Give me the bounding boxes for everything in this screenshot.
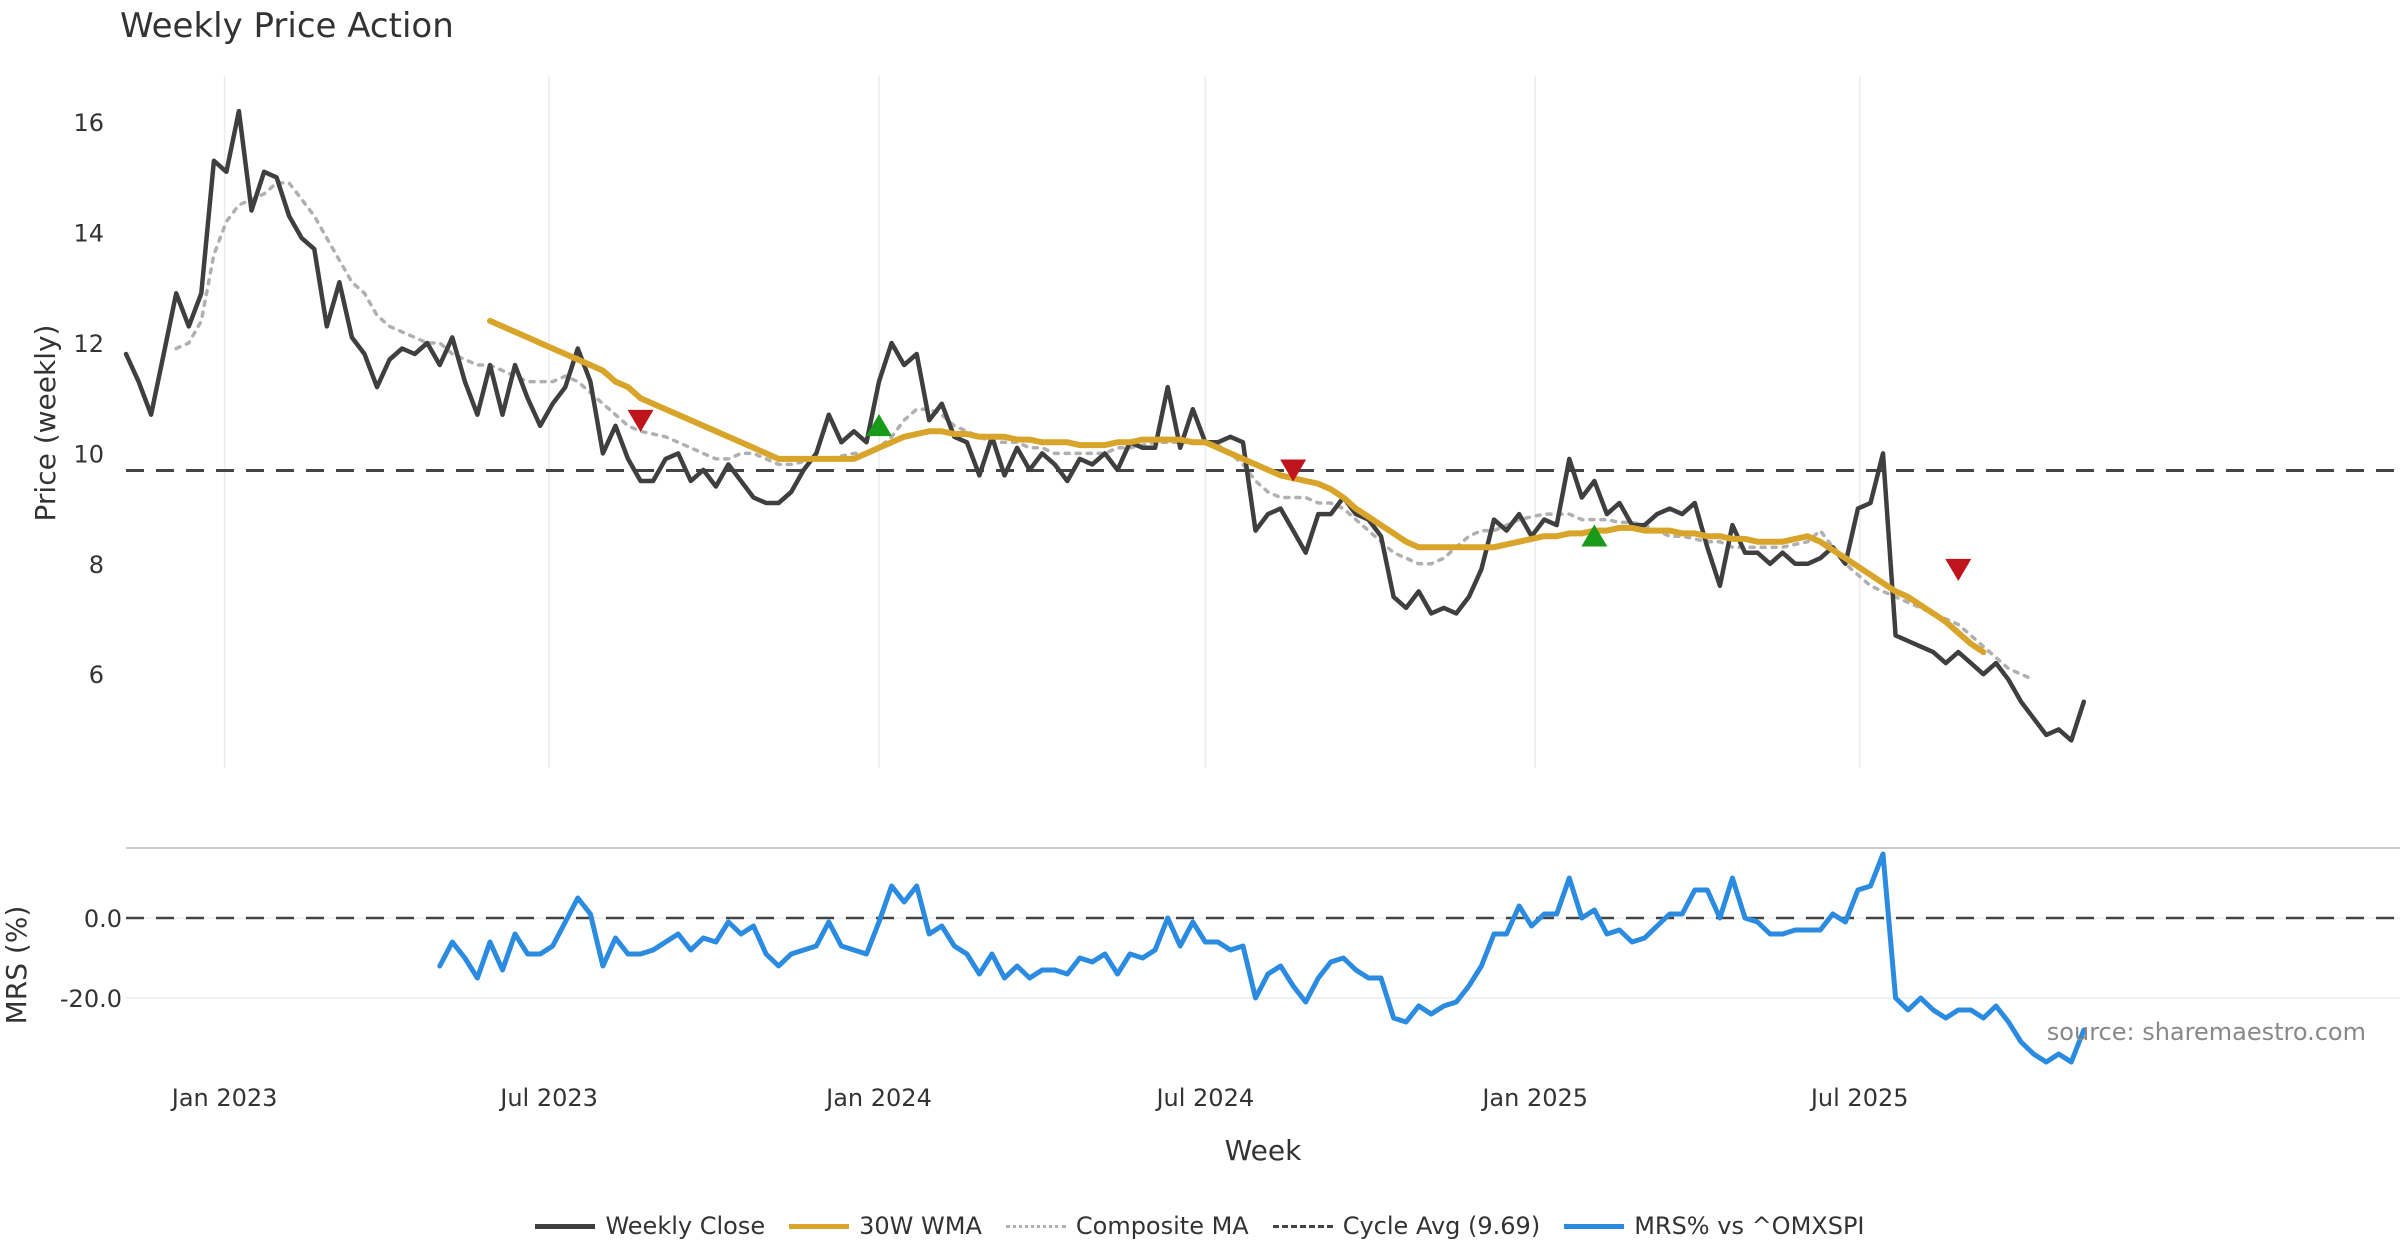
price-y-tick-label: 6 — [89, 661, 104, 689]
price-y-tick-label: 8 — [89, 551, 104, 579]
x-tick-label: Jul 2025 — [1809, 1084, 1909, 1112]
x-axis-label: Week — [1225, 1134, 1302, 1167]
x-tick-label: Jul 2023 — [498, 1084, 598, 1112]
buy-signal-marker — [1581, 524, 1608, 547]
sell-signal-marker — [1280, 459, 1307, 482]
buy-signal-marker — [866, 414, 892, 437]
legend-label: Weekly Close — [605, 1212, 766, 1240]
chart-legend: Weekly Close 30W WMA Composite MA Cycle Avg… — [0, 1212, 2400, 1240]
legend-label: Composite MA — [1075, 1212, 1249, 1240]
mrs-y-tick-label: -20.0 — [60, 985, 122, 1013]
legend-item: MRS% vs ^OMXSPI — [1564, 1212, 1865, 1240]
chart-title: Weekly Price Action — [120, 6, 454, 46]
weekly-close-series — [123, 108, 2087, 743]
sell-signal-marker — [1945, 558, 1972, 581]
sell-signal-marker — [627, 409, 654, 432]
legend-item: Weekly Close — [535, 1212, 765, 1240]
legend-swatch — [1272, 1224, 1333, 1228]
30w-wma-series — [487, 317, 1987, 656]
composite-ma-series — [174, 181, 2036, 682]
legend-item: Composite MA — [1005, 1212, 1249, 1240]
legend-item: 30W WMA — [789, 1212, 982, 1240]
mrs-y-axis-label: MRS (%) — [0, 906, 33, 1025]
mrs-series — [437, 851, 2087, 1065]
mrs-y-tick-label: 0.0 — [84, 905, 122, 933]
legend-label: Cycle Avg (9.69) — [1342, 1212, 1541, 1240]
x-tick-label: Jan 2023 — [170, 1084, 278, 1112]
source-note: source: sharemaestro.com — [2046, 1018, 2366, 1046]
price-y-axis-label: Price (weekly) — [29, 325, 62, 522]
legend-item: Cycle Avg (9.69) — [1272, 1212, 1541, 1240]
legend-swatch — [1005, 1224, 1066, 1228]
price-y-tick-label: 14 — [73, 220, 104, 248]
legend-swatch — [1564, 1223, 1625, 1229]
price-y-tick-label: 12 — [73, 330, 104, 358]
legend-label: 30W WMA — [859, 1212, 982, 1240]
price-y-tick-label: 16 — [73, 109, 104, 137]
legend-label: MRS% vs ^OMXSPI — [1634, 1212, 1865, 1240]
x-tick-label: Jan 2024 — [824, 1084, 932, 1112]
x-tick-label: Jan 2025 — [1480, 1084, 1588, 1112]
legend-swatch — [535, 1223, 596, 1229]
legend-swatch — [789, 1223, 850, 1229]
x-tick-label: Jul 2024 — [1154, 1084, 1254, 1112]
price-y-tick-label: 10 — [73, 440, 104, 468]
